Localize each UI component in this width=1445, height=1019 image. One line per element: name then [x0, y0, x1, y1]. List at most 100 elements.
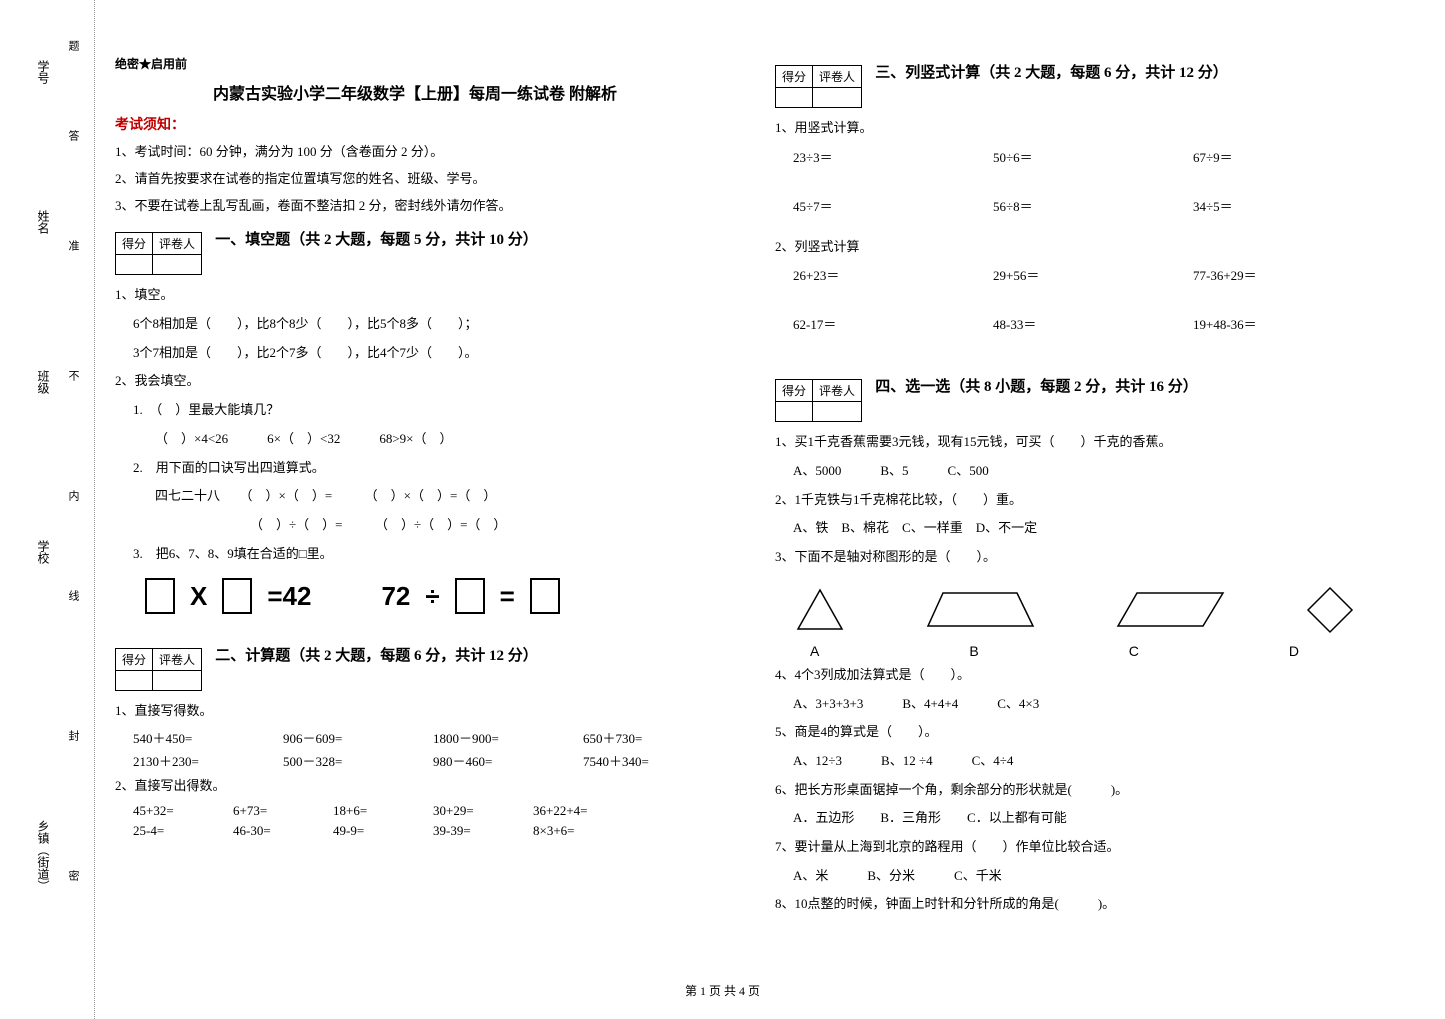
calc-item: 7540＋340= — [583, 751, 683, 770]
margin-dash: 密 — [65, 870, 81, 883]
calc-item: 650＋730= — [583, 728, 683, 747]
score-blank[interactable] — [153, 255, 202, 275]
margin-dash: 不 — [65, 370, 81, 383]
score-table: 得分评卷人 — [775, 65, 862, 108]
question-line: （ ）×4<26 6×（ ）<32 68>9×（ ） — [115, 427, 715, 452]
calc-row: 2130＋230= 500－328= 980－460= 7540＋340= — [133, 751, 715, 770]
calc-item: 62-17＝ — [793, 314, 953, 333]
question-line: 2. 用下面的口诀写出四道算式。 — [115, 456, 715, 481]
calc-item: 36+22+4= — [533, 803, 603, 819]
binding-margin: 学号 姓名 班级 学校 乡镇（街道） 题 答 准 不 内 线 封 密 — [0, 0, 95, 1019]
calc-item: 26+23＝ — [793, 265, 953, 284]
calc-item: 48-33＝ — [993, 314, 1153, 333]
answer-box[interactable] — [530, 578, 560, 614]
calc-row: 45+32= 6+73= 18+6= 30+29= 36+22+4= — [133, 803, 715, 819]
page-footer: 第 1 页 共 4 页 — [0, 982, 1445, 999]
exam-title: 内蒙古实验小学二年级数学【上册】每周一练试卷 附解析 — [115, 80, 715, 104]
calc-item: 19+48-36＝ — [1193, 314, 1353, 333]
page-content: 绝密★启用前 内蒙古实验小学二年级数学【上册】每周一练试卷 附解析 考试须知： … — [115, 55, 1415, 921]
triangle-icon — [795, 587, 845, 632]
margin-dash: 准 — [65, 240, 81, 253]
question-head: 1、填空。 — [115, 283, 715, 308]
calc-item: 1800－900= — [433, 728, 533, 747]
choice-options: A、12÷3 B、12 ÷4 C、4÷4 — [775, 749, 1375, 774]
score-blank[interactable] — [813, 402, 862, 422]
score-blank[interactable] — [776, 402, 813, 422]
answer-box[interactable] — [222, 578, 252, 614]
shape-labels: A B C D — [810, 643, 1375, 659]
eq-symbol: = — [500, 581, 515, 612]
choice-options: A、3+3+3+3 B、4+4+4 C、4×3 — [775, 692, 1375, 717]
score-cell: 评卷人 — [153, 233, 202, 255]
parallelogram-icon — [1115, 590, 1225, 630]
score-cell: 评卷人 — [813, 380, 862, 402]
choice-q: 4、4个3列成加法算式是（ ）。 — [775, 663, 1375, 688]
confidential-marker: 绝密★启用前 — [115, 55, 715, 72]
instruction: 1、考试时间：60 分钟，满分为 100 分（含卷面分 2 分）。 — [115, 142, 715, 163]
choice-q: 1、买1千克香蕉需要3元钱，现有15元钱，可买（ ）千克的香蕉。 — [775, 430, 1375, 455]
score-cell: 评卷人 — [153, 649, 202, 671]
eq-text: =42 — [267, 581, 311, 612]
eq-text: 72 — [381, 581, 410, 612]
score-cell: 得分 — [116, 233, 153, 255]
calc-item: 34÷5＝ — [1193, 196, 1353, 215]
choice-options: A、铁 B、棉花 C、一样重 D、不一定 — [775, 516, 1375, 541]
margin-label: 学校 — [35, 540, 52, 564]
score-blank[interactable] — [116, 671, 153, 691]
score-table: 得分评卷人 — [115, 648, 202, 691]
calc-item: 56÷8＝ — [993, 196, 1153, 215]
calc-item: 18+6= — [333, 803, 403, 819]
score-table: 得分评卷人 — [115, 232, 202, 275]
equation-boxes: X =42 72 ÷ = — [145, 578, 715, 614]
choice-options: A．五边形 B．三角形 C．以上都有可能 — [775, 806, 1375, 831]
question-head: 1、直接写得数。 — [115, 699, 715, 724]
score-blank[interactable] — [153, 671, 202, 691]
margin-dash: 题 — [65, 40, 81, 53]
calc-item: 50÷6＝ — [993, 147, 1153, 166]
calc-row: 25-4= 46-30= 49-9= 39-39= 8×3+6= — [133, 823, 715, 839]
x-symbol: X — [190, 581, 207, 612]
calc-item: 980－460= — [433, 751, 533, 770]
calc-item: 45÷7＝ — [793, 196, 953, 215]
calc-row: 540＋450= 906－609= 1800－900= 650＋730= — [133, 728, 715, 747]
calc-item: 49-9= — [333, 823, 403, 839]
question-head: 2、列竖式计算 — [775, 235, 1375, 260]
score-blank[interactable] — [116, 255, 153, 275]
section-title: 二、计算题（共 2 大题，每题 6 分，共计 12 分） — [215, 644, 538, 665]
choice-options: A、5000 B、5 C、500 — [775, 459, 1375, 484]
score-table: 得分评卷人 — [775, 379, 862, 422]
calc-item: 46-30= — [233, 823, 303, 839]
margin-dash: 封 — [65, 730, 81, 743]
choice-options: A、米 B、分米 C、千米 — [775, 864, 1375, 889]
question-head: 1、用竖式计算。 — [775, 116, 1375, 141]
answer-box[interactable] — [145, 578, 175, 614]
calc-item: 67÷9＝ — [1193, 147, 1353, 166]
calc-item: 23÷3＝ — [793, 147, 953, 166]
margin-dash: 内 — [65, 490, 81, 503]
score-cell: 得分 — [776, 380, 813, 402]
score-cell: 评卷人 — [813, 66, 862, 88]
instruction: 3、不要在试卷上乱写乱画，卷面不整洁扣 2 分，密封线外请勿作答。 — [115, 196, 715, 217]
margin-dash: 线 — [65, 590, 81, 603]
score-blank[interactable] — [776, 88, 813, 108]
choice-q: 3、下面不是轴对称图形的是（ ）。 — [775, 545, 1375, 570]
calc-item: 8×3+6= — [533, 823, 603, 839]
question-line: 6个8相加是（ ），比8个8少（ ），比5个8多（ ）； — [115, 312, 715, 337]
question-head: 2、直接写出得数。 — [115, 774, 715, 799]
shape-label: D — [1289, 643, 1299, 659]
score-cell: 得分 — [116, 649, 153, 671]
margin-label: 班级 — [35, 370, 52, 394]
margin-label: 姓名 — [35, 210, 52, 234]
trapezoid-icon — [925, 590, 1035, 630]
margin-dash: 答 — [65, 130, 81, 143]
diamond-icon — [1305, 585, 1355, 635]
margin-label: 学号 — [35, 60, 52, 84]
shape-label: C — [1129, 643, 1139, 659]
answer-box[interactable] — [455, 578, 485, 614]
calc-item: 77-36+29＝ — [1193, 265, 1353, 284]
shapes-row — [795, 585, 1375, 635]
question-line: 1. （ ）里最大能填几？ — [115, 398, 715, 423]
calc-item: 30+29= — [433, 803, 503, 819]
calc-item: 39-39= — [433, 823, 503, 839]
score-blank[interactable] — [813, 88, 862, 108]
